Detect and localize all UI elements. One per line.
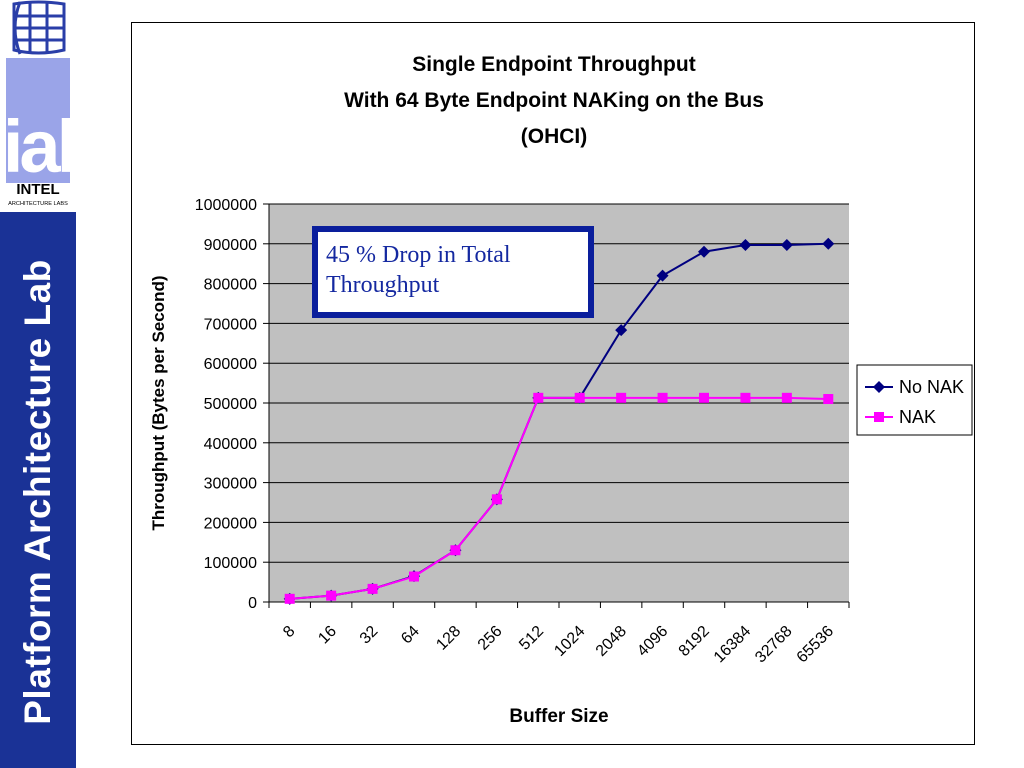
x-tick-label: 8 — [280, 623, 298, 641]
legend-label: No NAK — [899, 377, 964, 397]
sidebar-title: Platform Architecture Lab — [17, 259, 58, 725]
x-tick-label: 256 — [475, 623, 506, 654]
series-2-point — [533, 392, 544, 403]
y-tick-label: 1000000 — [195, 197, 257, 214]
series-2-point — [450, 545, 461, 556]
series-1-point — [698, 245, 710, 258]
series-1-point — [656, 269, 669, 282]
series-2-point — [284, 593, 295, 604]
series-2-point — [409, 571, 419, 582]
legend — [856, 364, 973, 436]
y-axis-label: Throughput (Bytes per Second) — [149, 276, 168, 531]
sidebar: ial INTEL ARCHITECTURE LABS Platform Arc… — [0, 0, 76, 768]
legend-marker — [873, 381, 885, 393]
y-tick-label: 0 — [248, 595, 257, 612]
globe-icon — [12, 0, 66, 55]
logo-brand: INTEL — [16, 181, 59, 198]
x-tick-label: 2048 — [593, 623, 630, 660]
x-tick-label: 16 — [315, 623, 340, 648]
y-tick-label: 200000 — [204, 515, 257, 532]
chart-title-line: With 64 Byte Endpoint NAKing on the Bus — [344, 89, 764, 112]
y-tick-label: 100000 — [204, 555, 257, 572]
x-axis-label: Buffer Size — [509, 706, 608, 727]
logo-letters: ial — [3, 105, 73, 188]
series-2-point — [367, 583, 378, 594]
series-2-point — [616, 392, 627, 403]
chart-title-line: (OHCI) — [521, 125, 588, 148]
y-tick-label: 800000 — [204, 277, 257, 294]
series-2-point — [657, 392, 668, 403]
x-tick-label: 8192 — [676, 623, 713, 660]
series-2-point — [740, 392, 751, 403]
x-tick-label: 512 — [516, 623, 547, 654]
callout-text: 45 % Drop in Total Throughput — [326, 242, 511, 298]
x-tick-label: 128 — [433, 623, 464, 654]
series-1-point — [822, 237, 835, 250]
chart-frame: Single Endpoint Throughput With 64 Byte E… — [131, 22, 975, 745]
x-tick-label: 32 — [357, 623, 382, 648]
x-tick-label: 4096 — [634, 623, 671, 660]
legend-label: NAK — [899, 407, 936, 427]
series-1-point — [615, 324, 628, 337]
x-tick-label: 16384 — [711, 623, 755, 667]
legend-marker — [874, 412, 884, 422]
x-tick-label: 1024 — [551, 623, 588, 660]
series-2-point — [491, 494, 502, 505]
drop-callout: 45 % Drop in Total Throughput — [312, 226, 594, 318]
y-tick-label: 700000 — [204, 316, 257, 333]
logo-sub: ARCHITECTURE LABS — [8, 201, 68, 207]
x-tick-label: 64 — [398, 623, 423, 648]
y-tick-label: 600000 — [204, 356, 257, 373]
y-tick-label: 400000 — [204, 436, 257, 453]
y-tick-label: 300000 — [204, 476, 257, 493]
series-1-point — [780, 238, 793, 251]
x-tick-label: 32768 — [752, 623, 796, 667]
series-2-point — [574, 392, 585, 403]
throughput-chart: Single Endpoint Throughput With 64 Byte E… — [149, 53, 973, 727]
series-2-point — [823, 394, 834, 405]
series-2-point — [326, 590, 337, 601]
series-2-point — [781, 392, 792, 403]
series-line-2 — [289, 396, 829, 600]
ial-logo: ial INTEL ARCHITECTURE LABS — [0, 0, 76, 212]
y-tick-label: 900000 — [204, 237, 257, 254]
series-2-point — [699, 392, 709, 403]
series-1-point — [739, 238, 752, 251]
x-tick-label: 65536 — [794, 623, 838, 667]
chart-title-line: Single Endpoint Throughput — [412, 53, 695, 76]
y-tick-label: 500000 — [204, 396, 257, 413]
